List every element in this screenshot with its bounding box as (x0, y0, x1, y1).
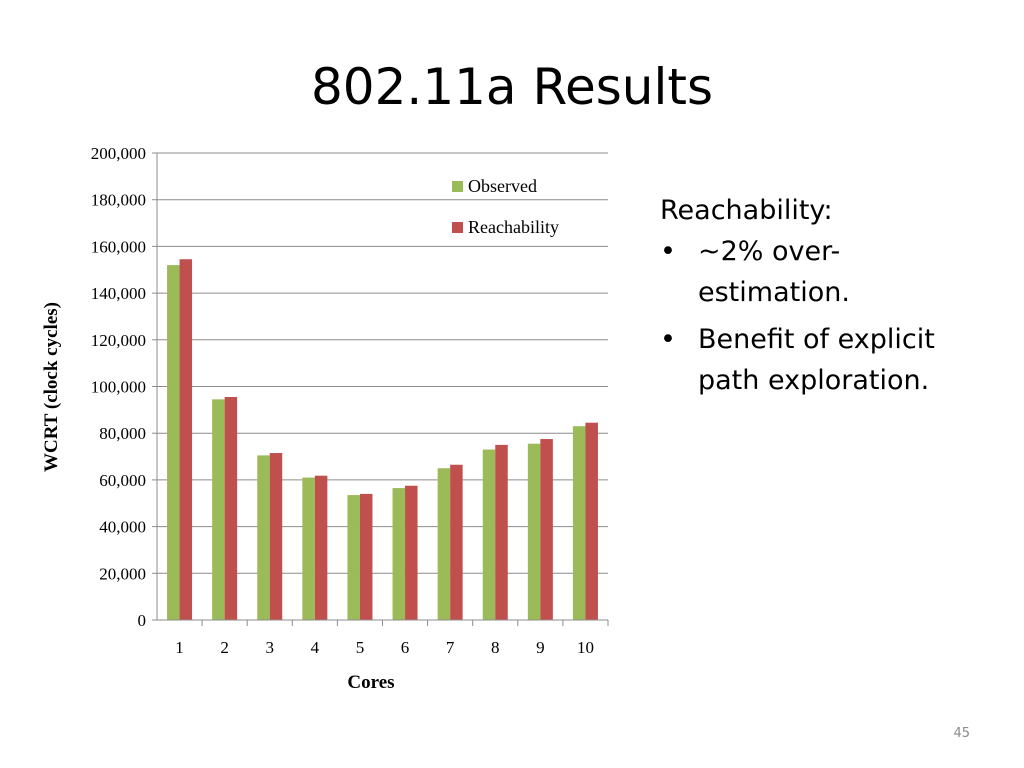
bar-observed (572, 426, 586, 620)
y-tick-labels: 0 20,000 40,000 60,000 80,000 100,000 120,000 1… (91, 144, 146, 630)
bar-reachability (314, 475, 328, 620)
x-tick-label: 6 (401, 638, 410, 657)
bullet-text: Benefit of explicit path exploration. (698, 324, 935, 396)
bars (167, 259, 598, 620)
x-tick-label: 4 (311, 638, 320, 657)
bar-observed (302, 477, 315, 620)
text-panel-heading: Reachability: (660, 195, 833, 226)
x-tick-label: 5 (356, 638, 365, 657)
bar-observed (482, 449, 496, 620)
bar-observed (257, 455, 270, 620)
bar-observed (527, 443, 541, 620)
bullet-item: • ~2% over-estimation. (660, 231, 990, 313)
x-tick-labels: 1 2 3 4 5 6 7 8 9 10 (175, 638, 594, 657)
bar-reachability (450, 464, 463, 620)
bar-reachability (179, 259, 193, 620)
x-axis-title: Cores (347, 672, 394, 693)
bullet-glyph: • (660, 324, 676, 355)
y-tick-label: 80,000 (99, 424, 146, 443)
bar-observed (347, 495, 360, 620)
x-tick-label: 2 (220, 638, 229, 657)
bullet-text: ~2% over-estimation. (698, 236, 850, 308)
bar-observed (212, 399, 225, 620)
y-tick-label: 200,000 (91, 144, 146, 163)
bullet-item: • Benefit of explicit path exploration. (660, 319, 990, 401)
y-tick-label: 100,000 (91, 378, 146, 397)
bar-reachability (585, 422, 598, 620)
y-tick-label: 60,000 (99, 471, 146, 490)
x-tick-label: 1 (175, 638, 184, 657)
y-tick-label: 160,000 (91, 237, 146, 256)
bullet-list: • ~2% over-estimation. • Benefit of explic… (660, 231, 990, 401)
bar-reachability (540, 439, 553, 620)
legend-swatch-reachability (452, 222, 463, 233)
bar-reachability (224, 397, 238, 620)
y-tick-label: 180,000 (91, 191, 146, 210)
x-tick-label: 10 (577, 638, 594, 657)
legend: Observed Reachability (452, 176, 559, 237)
page-number: 45 (953, 726, 970, 741)
slide-title: 802.11a Results (310, 58, 714, 116)
legend-swatch-observed (452, 181, 463, 192)
text-panel: Reachability: • ~2% over-estimation. • Ben… (660, 190, 990, 407)
y-tick-label: 140,000 (91, 284, 146, 303)
bar-reachability (405, 485, 418, 620)
x-tick-label: 7 (446, 638, 455, 657)
bar-observed (437, 468, 451, 620)
legend-label-reachability: Reachability (468, 217, 559, 237)
bar-reachability (359, 493, 373, 620)
x-tick-label: 8 (491, 638, 500, 657)
y-tick-label: 0 (138, 611, 147, 630)
axes (152, 152, 609, 626)
bar-reachability (495, 444, 508, 620)
bullet-glyph: • (660, 236, 676, 267)
bar-observed (392, 488, 406, 620)
x-tick-label: 3 (266, 638, 275, 657)
x-tick-label: 9 (536, 638, 545, 657)
y-tick-label: 40,000 (99, 518, 146, 537)
bar-observed (167, 265, 180, 620)
y-axis-title: WCRT (clock cycles) (41, 302, 62, 472)
legend-label-observed: Observed (468, 176, 537, 196)
bar-reachability (269, 453, 283, 620)
y-tick-label: 20,000 (99, 564, 146, 583)
y-tick-label: 120,000 (91, 331, 146, 350)
